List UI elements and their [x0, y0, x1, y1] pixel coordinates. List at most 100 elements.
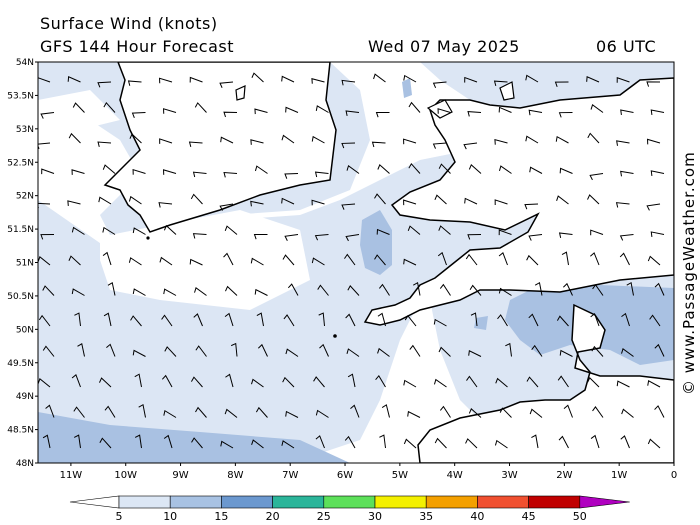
- wind-barb: [250, 200, 264, 207]
- wind-barb: [556, 195, 569, 205]
- latitude-axis: 54N 53.5N 53N 52.5N 52N 51.5N 51N 50.5N 50N 49.5N…: [7, 58, 38, 469]
- wind-barb: [468, 164, 482, 174]
- wind-barb: [646, 203, 661, 211]
- wind-barb: [188, 141, 203, 148]
- wind-barb: [281, 440, 295, 449]
- lon-label: 2W: [556, 470, 572, 481]
- wind-barb: [650, 231, 665, 237]
- wind-barb: [191, 437, 203, 449]
- wind-barb: [68, 132, 81, 144]
- wind-barb: [99, 377, 112, 388]
- wind-barb: [408, 101, 421, 113]
- lat-label: 49.5N: [7, 359, 34, 369]
- wind-barb: [134, 373, 142, 388]
- wind-barb: [162, 169, 177, 175]
- wind-barb: [403, 258, 417, 266]
- wind-barb: [587, 376, 600, 388]
- copyright-text: © www.PassageWeather.com: [680, 151, 698, 395]
- lat-label: 52N: [16, 192, 34, 202]
- wind-barb: [195, 345, 207, 357]
- wind-barb: [195, 406, 207, 418]
- colorbar-segment: [425, 495, 478, 509]
- wind-barb: [132, 227, 146, 235]
- wind-barb: [526, 376, 539, 388]
- colorbar-segment: [118, 495, 171, 509]
- wind-barb: [282, 376, 295, 388]
- wind-barb: [158, 202, 173, 208]
- wind-barb: [505, 342, 512, 357]
- lon-label: 5W: [392, 470, 408, 481]
- colorbar-label: 10: [163, 510, 177, 523]
- wind-barb: [498, 229, 512, 236]
- wind-barb: [77, 342, 85, 357]
- wind-barb: [311, 257, 325, 266]
- wind-barb: [128, 195, 142, 205]
- lat-label: 53N: [16, 125, 34, 135]
- wind-barb: [556, 315, 569, 327]
- wind-barb: [619, 234, 634, 241]
- wind-barb: [132, 288, 146, 296]
- wind-barb: [592, 406, 604, 418]
- wind-barb: [163, 434, 173, 449]
- wind-barb: [407, 225, 421, 235]
- wind-barb: [646, 138, 661, 145]
- lat-label: 48.5N: [7, 426, 34, 436]
- wind-barb: [558, 232, 573, 238]
- wind-barb: [464, 197, 478, 205]
- lat-label: 50N: [16, 325, 34, 335]
- wind-barb: [163, 224, 177, 235]
- wind-barb: [433, 378, 447, 388]
- lon-label: 11W: [60, 470, 83, 481]
- wind-barb: [621, 348, 634, 357]
- wind-barb: [224, 408, 238, 418]
- wind-barb: [615, 202, 630, 208]
- wind-barb: [347, 285, 360, 296]
- wind-barb: [192, 171, 207, 178]
- wind-barb: [408, 162, 421, 174]
- wind-barb: [403, 438, 417, 449]
- wind-barb: [71, 374, 81, 388]
- wind-barb: [468, 408, 482, 418]
- wind-barb: [284, 173, 299, 179]
- wind-barb: [285, 348, 299, 357]
- colorbar: 5 10 15 20 25 30 35 40 45 50: [69, 495, 630, 523]
- wind-barb: [97, 81, 112, 88]
- lat-label: 53.5N: [7, 91, 34, 101]
- wind-barb: [621, 312, 630, 327]
- wind-barb: [163, 409, 177, 418]
- wind-barb: [311, 135, 325, 144]
- lon-label: 3W: [501, 470, 517, 481]
- wind-barb: [230, 342, 238, 357]
- wind-barb: [311, 199, 325, 206]
- wind-barb: [647, 255, 661, 266]
- wind-barb: [379, 434, 386, 449]
- wind-barb: [529, 166, 543, 174]
- wind-barb: [534, 281, 543, 296]
- wind-barb: [313, 376, 325, 388]
- wind-barb: [67, 200, 81, 206]
- wind-barb: [616, 380, 630, 388]
- wind-barb: [40, 112, 55, 119]
- wind-barb: [344, 435, 356, 449]
- wind-barb: [341, 79, 356, 86]
- wind-barb: [499, 407, 512, 418]
- wind-barb: [437, 251, 447, 266]
- wind-barb: [498, 287, 512, 296]
- wind-barb: [587, 132, 600, 144]
- wind-barb: [191, 376, 203, 388]
- wind-barb: [163, 288, 177, 296]
- wind-barb: [42, 434, 51, 449]
- wind-barb: [45, 404, 55, 418]
- wind-barb: [189, 258, 203, 266]
- wind-barb: [528, 313, 539, 327]
- forecast-time: 06 UTC: [596, 37, 657, 56]
- wind-barb: [497, 314, 508, 327]
- wind-barb: [138, 403, 146, 418]
- wind-barb: [68, 255, 81, 266]
- wind-barb: [224, 225, 238, 235]
- wind-barb: [102, 164, 116, 174]
- wind-barb: [347, 373, 356, 388]
- wind-barb: [559, 349, 573, 357]
- wind-barb: [103, 101, 116, 113]
- wind-barb: [498, 165, 512, 174]
